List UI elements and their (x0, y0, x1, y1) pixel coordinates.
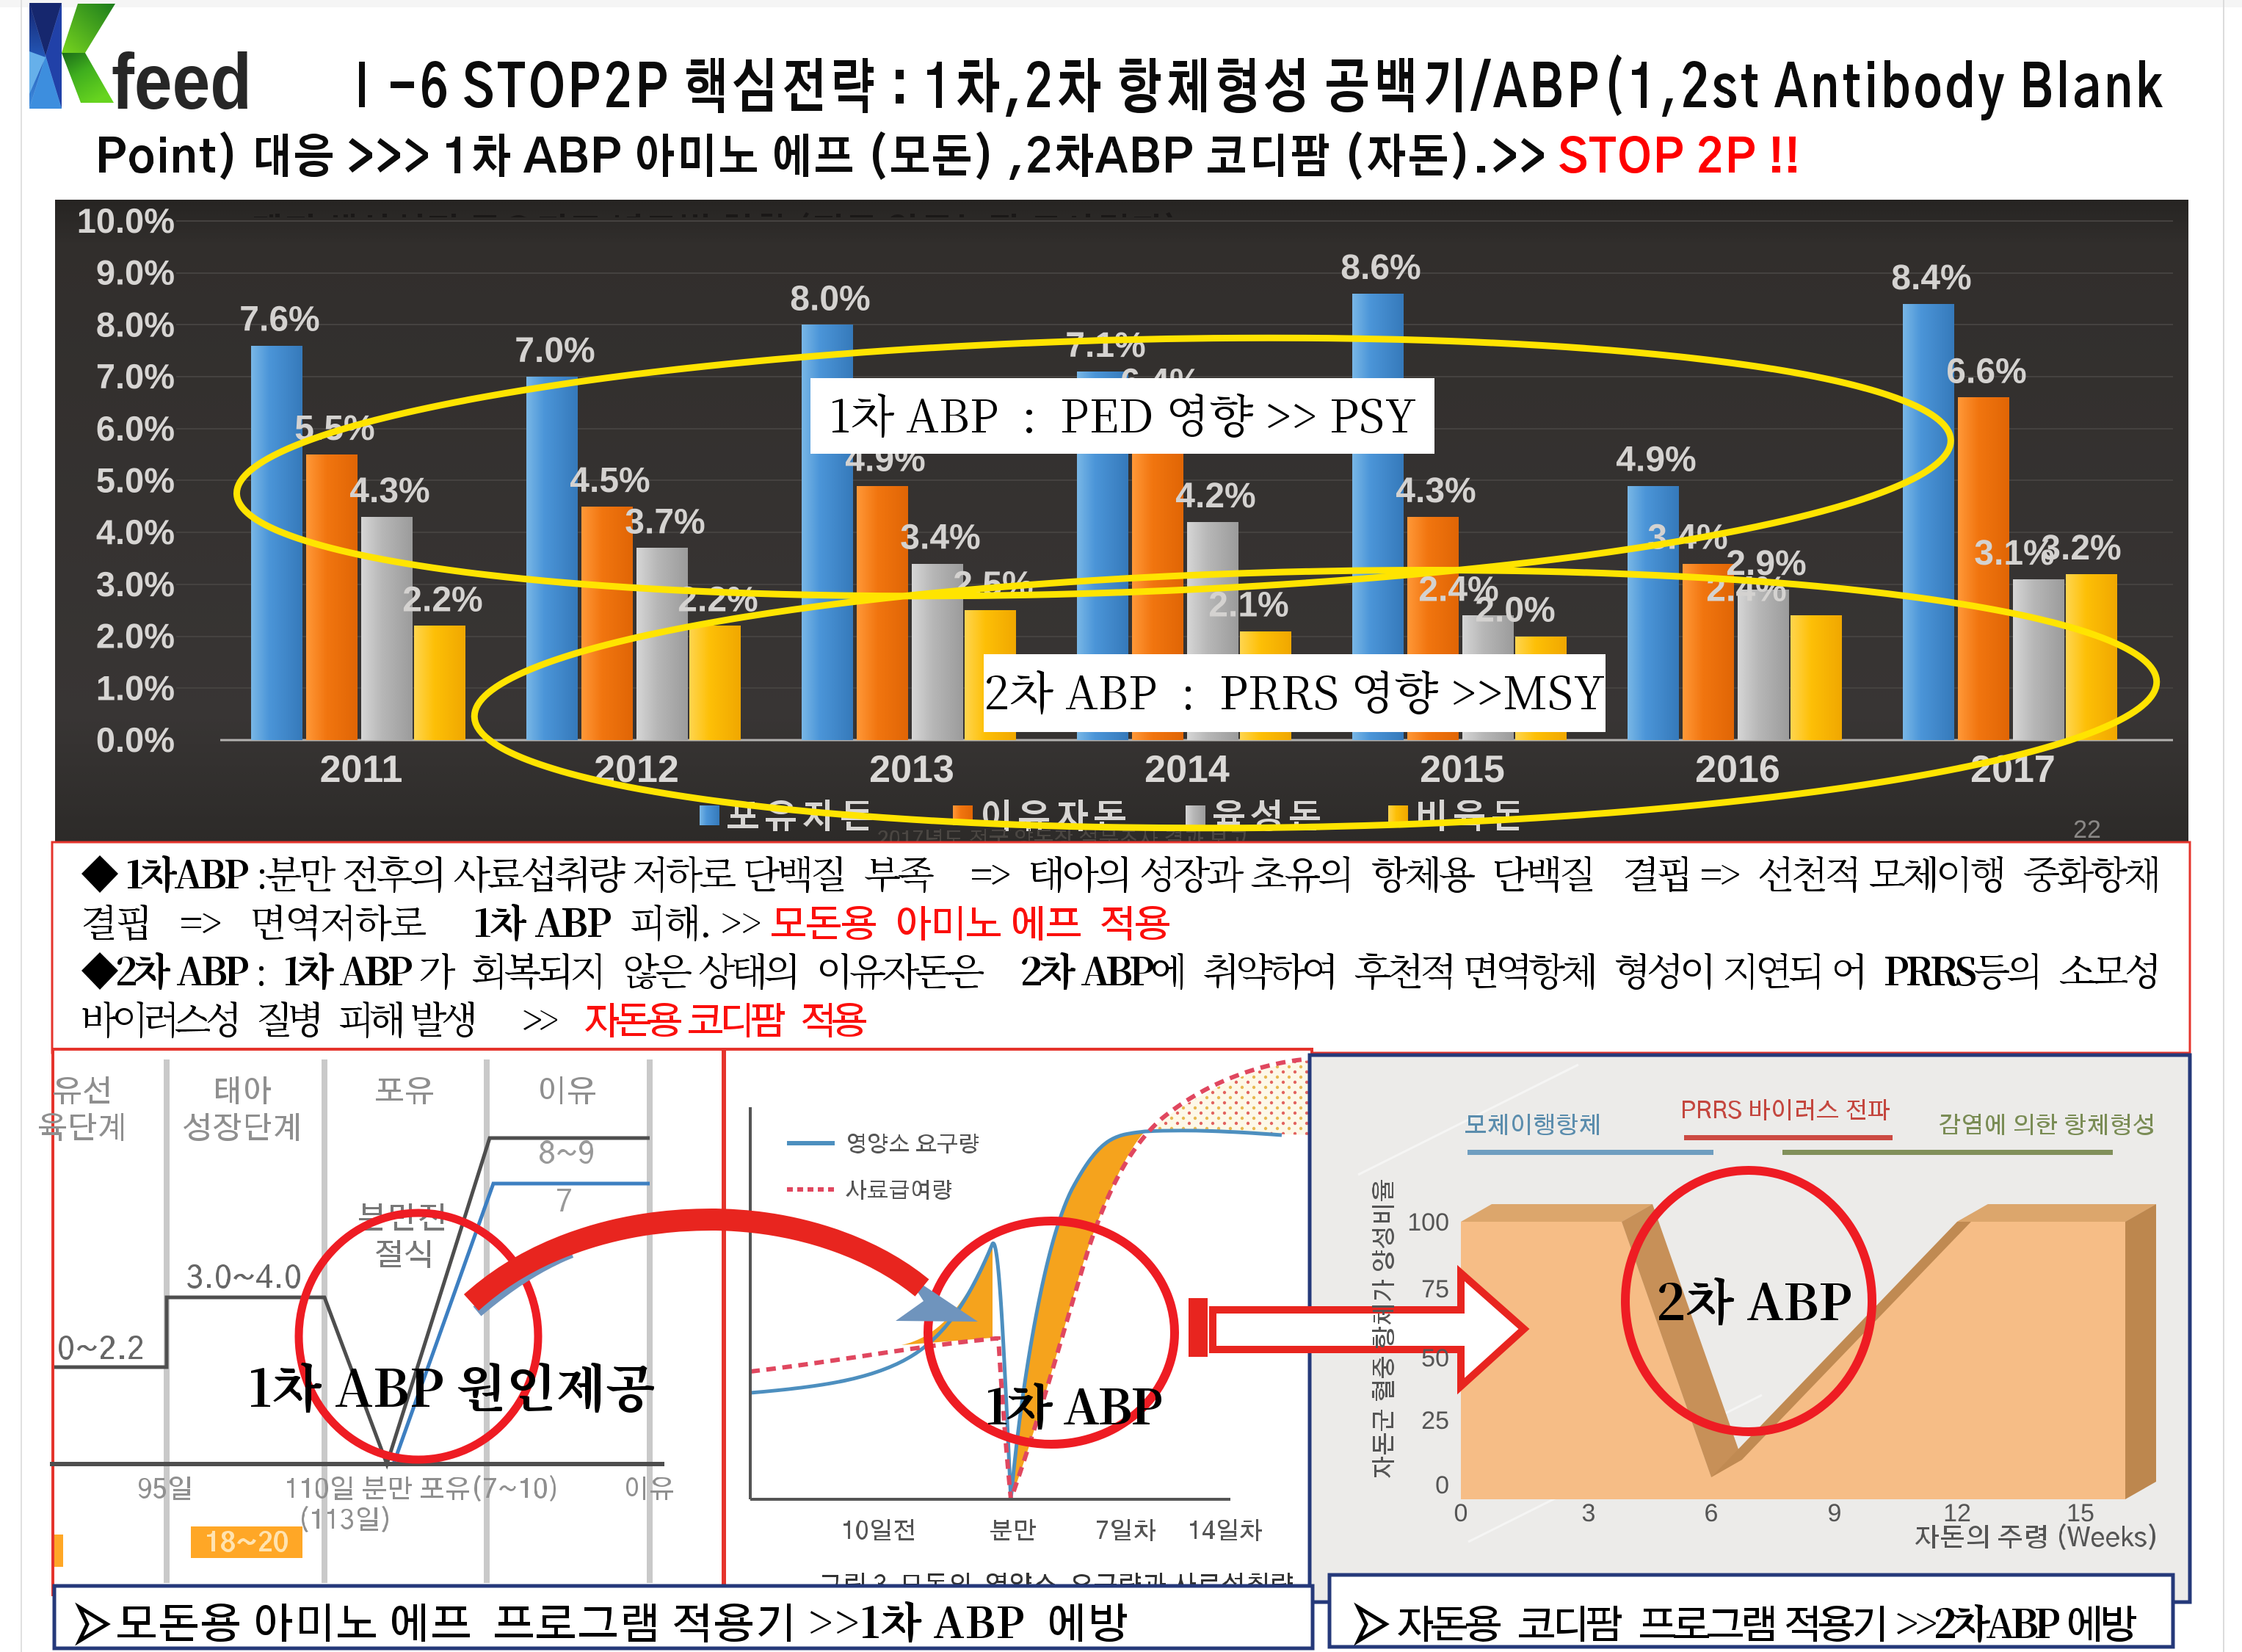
svg-text:3: 3 (1582, 1499, 1596, 1527)
svg-text:7.1%: 7.1% (1065, 326, 1145, 365)
svg-text:7.0%: 7.0% (96, 357, 175, 396)
svg-text:4.2%: 4.2% (1175, 477, 1255, 515)
svg-text:8.0%: 8.0% (96, 305, 175, 344)
svg-text:8.4%: 8.4% (1891, 258, 1971, 297)
svg-text:6.0%: 6.0% (96, 409, 175, 448)
svg-text:9.0%: 9.0% (96, 253, 175, 292)
svg-text:3.1%: 3.1% (1974, 534, 2054, 573)
svg-text:0: 0 (1454, 1499, 1468, 1527)
svg-text:22: 22 (2073, 816, 2101, 844)
svg-text:4.3%: 4.3% (349, 471, 429, 510)
svg-text:8.6%: 8.6% (1341, 248, 1421, 287)
svg-text:50: 50 (1421, 1344, 1449, 1372)
svg-text:2.0%: 2.0% (96, 617, 175, 656)
svg-text:15: 15 (2067, 1499, 2094, 1527)
svg-text:4.9%: 4.9% (1616, 441, 1696, 479)
svg-text:2016: 2016 (1695, 748, 1780, 791)
svg-text:8.0%: 8.0% (790, 279, 870, 318)
svg-text:2.2%: 2.2% (678, 580, 758, 619)
svg-text:4.5%: 4.5% (570, 461, 650, 500)
svg-text:feed: feed (112, 37, 252, 126)
svg-text:0: 0 (1435, 1471, 1449, 1499)
svg-text:3.0%: 3.0% (96, 565, 175, 604)
svg-text:3.7%: 3.7% (625, 502, 705, 541)
svg-text:2015: 2015 (1420, 748, 1505, 791)
svg-text:25: 25 (1421, 1407, 1449, 1435)
svg-text:4.3%: 4.3% (1396, 471, 1476, 510)
svg-text:3.2%: 3.2% (2041, 529, 2121, 568)
svg-text:4.0%: 4.0% (96, 512, 175, 551)
svg-text:2.4%: 2.4% (1418, 570, 1498, 609)
svg-text:2014: 2014 (1144, 748, 1230, 791)
svg-text:100: 100 (1407, 1209, 1449, 1236)
svg-text:6: 6 (1705, 1499, 1719, 1527)
svg-text:10.0%: 10.0% (77, 201, 175, 240)
svg-text:12: 12 (1943, 1499, 1971, 1527)
svg-text:1.0%: 1.0% (96, 668, 175, 707)
svg-text:3.4%: 3.4% (900, 518, 980, 557)
svg-text:5.0%: 5.0% (96, 461, 175, 500)
svg-text:2011: 2011 (320, 748, 403, 791)
svg-text:9: 9 (1828, 1499, 1842, 1527)
svg-text:0.0%: 0.0% (96, 720, 175, 759)
svg-text:7.6%: 7.6% (239, 300, 319, 339)
svg-text:2013: 2013 (869, 748, 954, 791)
svg-text:2.9%: 2.9% (1726, 544, 1806, 583)
svg-text:2.0%: 2.0% (1475, 591, 1555, 630)
svg-text:75: 75 (1421, 1275, 1449, 1303)
svg-text:6.6%: 6.6% (1946, 352, 2026, 391)
svg-text:2.1%: 2.1% (1208, 586, 1288, 625)
svg-text:7.0%: 7.0% (515, 331, 595, 370)
svg-text:2.2%: 2.2% (402, 580, 482, 619)
